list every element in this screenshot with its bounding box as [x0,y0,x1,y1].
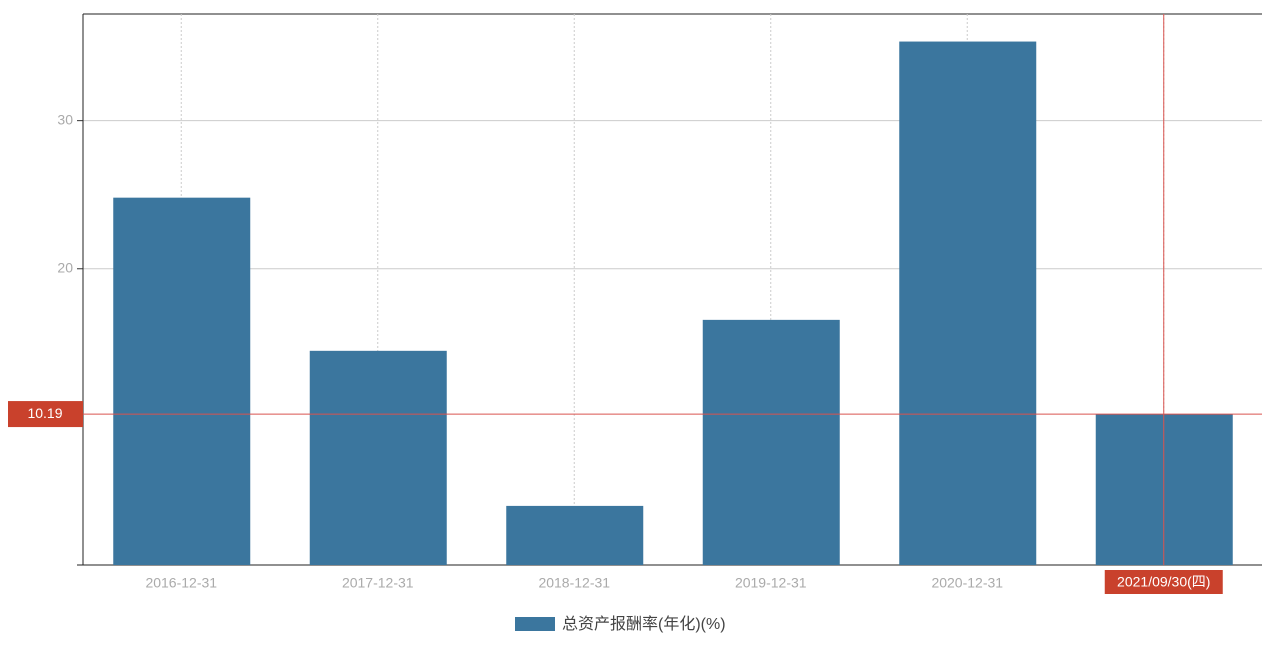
legend-swatch [515,617,555,631]
x-crosshair-label-bg [1104,570,1223,594]
x-tick-label: 2021/09/30(四) [1117,574,1210,590]
x-tick-label: 2018-12-31 [538,575,610,591]
bar [506,505,644,565]
bar [113,197,251,565]
y-tick-label: 30 [57,111,73,127]
bar [309,350,447,565]
x-tick-label: 2016-12-31 [145,575,217,591]
bar [899,41,1037,566]
x-tick-label: 2020-12-31 [931,575,1003,591]
bar [702,319,840,565]
y-tick-label: 20 [57,259,73,275]
x-tick-label: 2017-12-31 [342,575,414,591]
y-crosshair-label: 10.19 [27,405,62,421]
legend-label: 总资产报酬率(年化)(%) [562,615,726,633]
y-crosshair-label-bg [8,401,83,428]
x-tick-label: 2019-12-31 [735,575,807,591]
